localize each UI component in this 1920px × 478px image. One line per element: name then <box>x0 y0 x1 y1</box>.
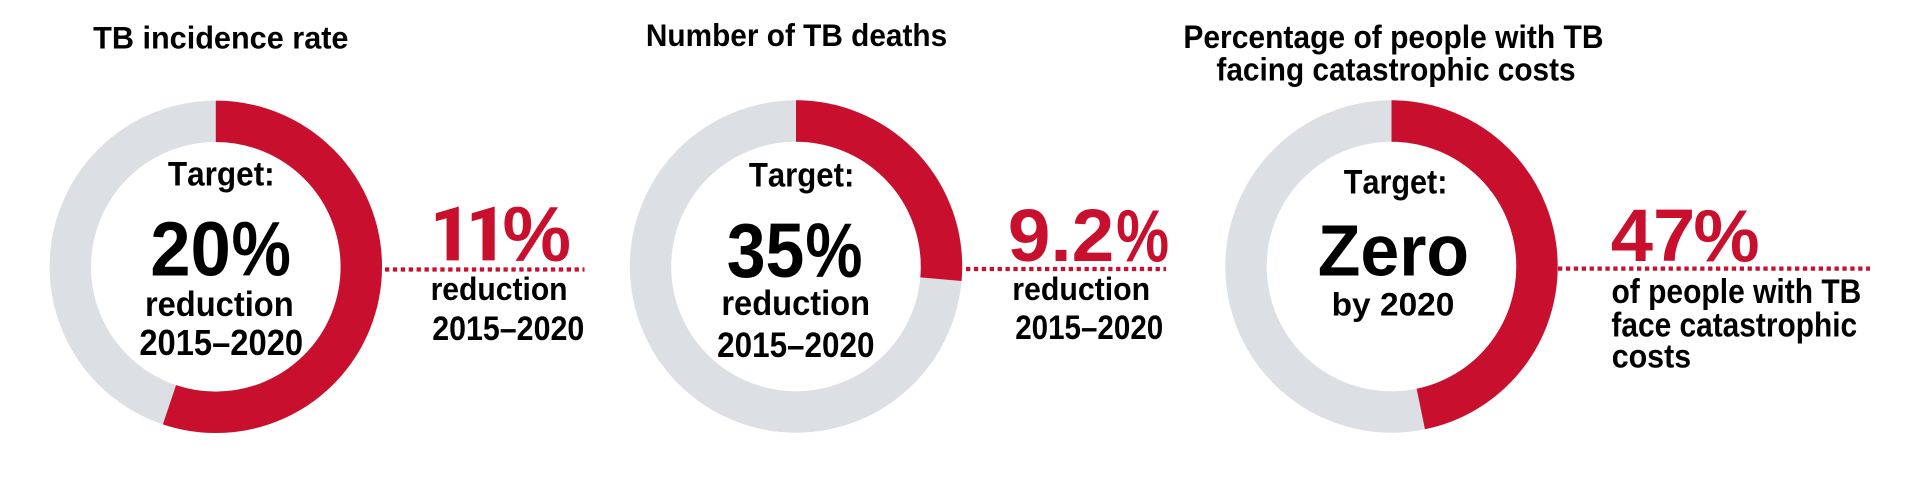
svg-text:reduction: reduction <box>1012 271 1150 307</box>
svg-text:%: % <box>232 207 291 292</box>
svg-text:2015–2020: 2015–2020 <box>432 309 584 347</box>
svg-text:Number of TB deaths: Number of TB deaths <box>646 18 947 53</box>
svg-text:by 2020: by 2020 <box>1332 286 1455 322</box>
svg-text:%: % <box>1116 195 1169 278</box>
svg-text:%: % <box>805 209 862 295</box>
svg-text:costs: costs <box>1612 337 1691 375</box>
svg-text:TB incidence rate: TB incidence rate <box>93 20 348 55</box>
svg-text:Target:: Target: <box>168 154 275 192</box>
svg-text:facing catastrophic costs: facing catastrophic costs <box>1216 51 1575 87</box>
svg-text:2015–2020: 2015–2020 <box>717 326 874 365</box>
svg-text:35: 35 <box>727 207 805 294</box>
svg-text:%: % <box>503 192 572 279</box>
svg-text:reduction: reduction <box>431 271 568 307</box>
svg-text:2015–2020: 2015–2020 <box>139 324 303 364</box>
svg-text:reduction: reduction <box>721 284 870 323</box>
svg-text:face catastrophic: face catastrophic <box>1611 306 1857 344</box>
svg-text:Target:: Target: <box>1344 163 1448 201</box>
svg-text:of people with TB: of people with TB <box>1612 272 1862 310</box>
svg-text:reduction: reduction <box>145 285 294 324</box>
svg-text:47: 47 <box>1611 193 1696 276</box>
svg-text:Zero: Zero <box>1318 212 1469 292</box>
svg-text:20: 20 <box>150 205 231 291</box>
svg-text:%: % <box>1693 194 1759 277</box>
svg-text:Percentage of people with TB: Percentage of people with TB <box>1183 19 1603 55</box>
svg-text:2015–2020: 2015–2020 <box>1015 308 1163 346</box>
svg-text:9.2: 9.2 <box>1008 195 1115 278</box>
svg-text:Target:: Target: <box>749 155 855 194</box>
